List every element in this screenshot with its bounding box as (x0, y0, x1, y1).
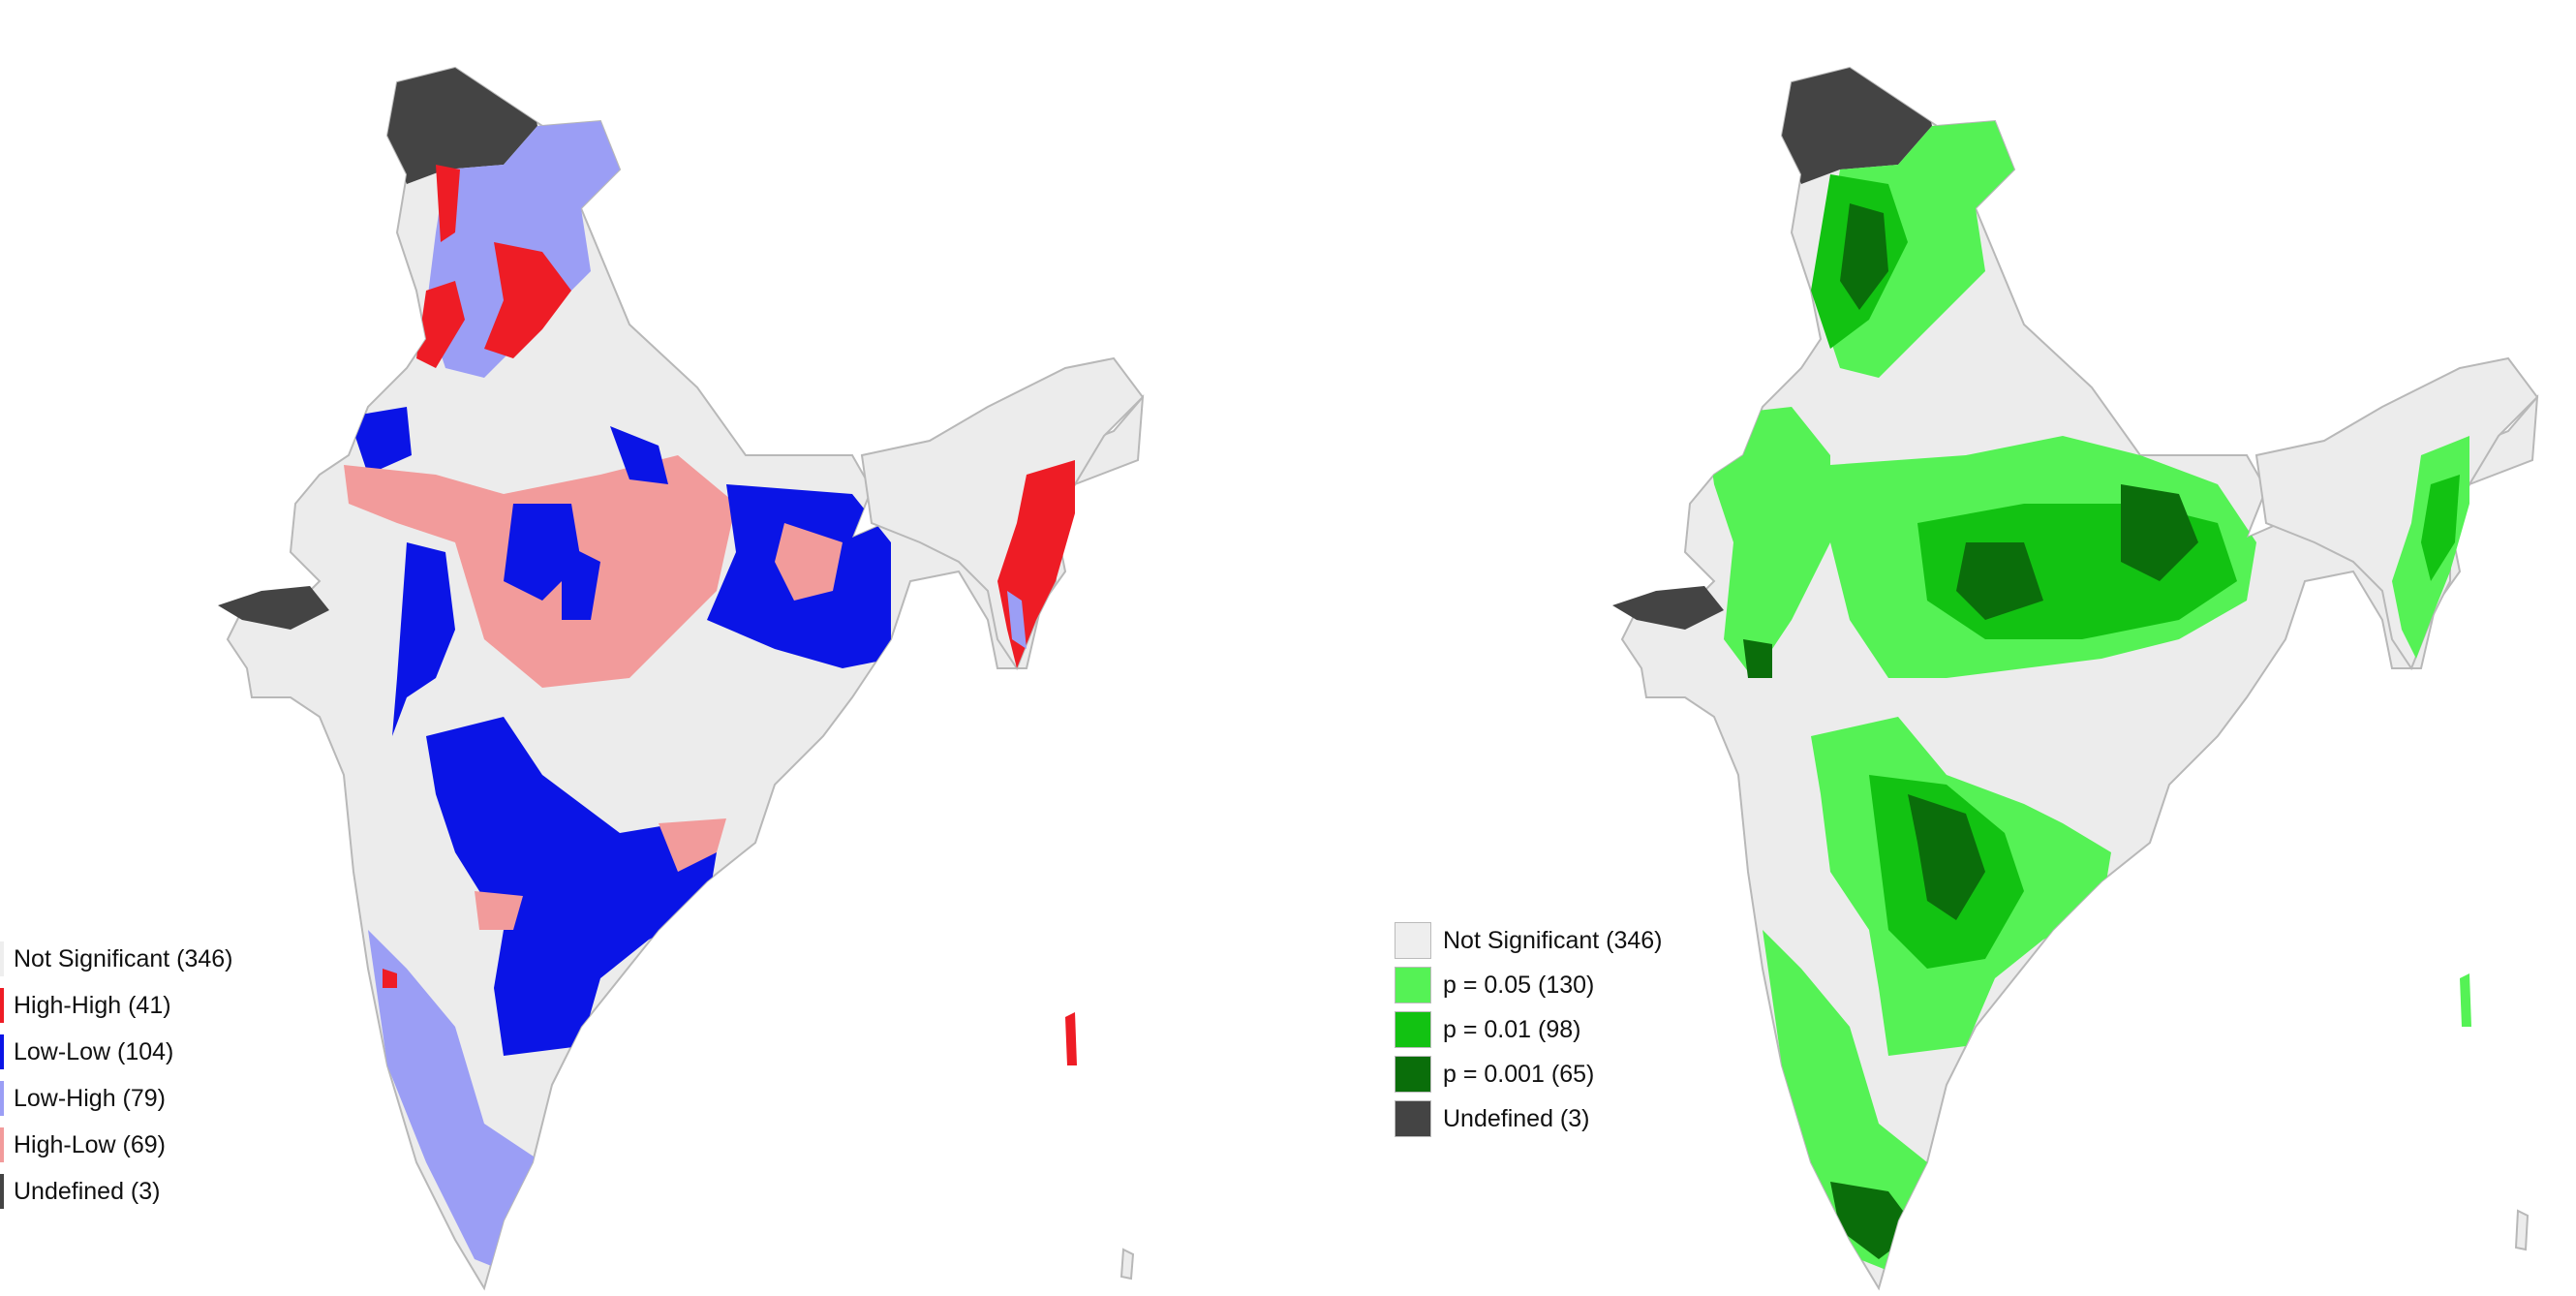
legend-swatch (1395, 967, 1431, 1003)
high-low-region-east (775, 523, 843, 601)
legend-label: High-Low (69) (14, 1130, 167, 1158)
nicobar-islands (2514, 1209, 2530, 1251)
lisa-significance-map (1612, 67, 2539, 1289)
high-high-region-north (436, 165, 460, 242)
legend-label: Undefined (3) (14, 1177, 161, 1205)
andaman-islands (1065, 1012, 1077, 1065)
undefined-region-west (1612, 586, 1724, 630)
legend-label: High-High (41) (14, 991, 171, 1019)
high-low-region-south (659, 818, 726, 872)
p005-region-southwest (1763, 930, 1956, 1279)
low-low-region-central-2 (562, 542, 600, 620)
high-high-region-north-3 (416, 281, 465, 368)
p0001-region-east (2121, 484, 2198, 581)
legend-item: Not Significant (346) (0, 936, 233, 982)
legend-item: High-High (41) (0, 982, 233, 1029)
p0001-region-central (1956, 542, 2043, 620)
low-low-region-south (426, 717, 717, 1056)
high-high-region-southwest (383, 969, 397, 988)
significance-legend: Not Significant (346) p = 0.05 (130) p =… (1395, 918, 1663, 1141)
nicobar-islands (1119, 1248, 1135, 1281)
legend-swatch (0, 1081, 4, 1116)
legend-swatch (0, 1127, 4, 1162)
undefined-region-west (218, 586, 329, 630)
p0001-region-west (1743, 639, 1772, 678)
low-high-region-northeast (1007, 591, 1027, 649)
legend-swatch (1395, 1056, 1431, 1093)
legend-item: Undefined (3) (1395, 1096, 1663, 1141)
legend-swatch (0, 1174, 4, 1209)
legend-item: Low-High (79) (0, 1075, 233, 1122)
legend-item: High-Low (69) (0, 1122, 233, 1168)
legend-label: Not Significant (346) (1443, 926, 1663, 954)
legend-item: Undefined (3) (0, 1168, 233, 1215)
high-high-region-north-2 (484, 242, 571, 358)
lisa-cluster-map (218, 67, 1145, 1289)
low-low-region-west (392, 542, 455, 736)
legend-label: Low-High (79) (14, 1084, 167, 1112)
low-low-region-north-central (610, 426, 668, 484)
legend-label: p = 0.001 (65) (1443, 1060, 1595, 1088)
high-low-region-south-2 (475, 891, 523, 930)
legend-item: p = 0.01 (98) (1395, 1007, 1663, 1052)
legend-swatch (1395, 922, 1431, 959)
andaman-islands (2460, 973, 2471, 1027)
legend-swatch (1395, 1011, 1431, 1048)
p0001-region-south (1908, 794, 1985, 920)
legend-label: Not Significant (346) (14, 944, 233, 972)
p005-region-west (1704, 407, 1830, 678)
p0001-region-north (1840, 203, 1888, 310)
p001-region-northeast (2421, 475, 2460, 581)
cluster-legend: Not Significant (346) High-High (41) Low… (0, 936, 233, 1215)
legend-swatch (1395, 1100, 1431, 1137)
legend-label: Undefined (3) (1443, 1104, 1590, 1132)
legend-label: p = 0.05 (130) (1443, 971, 1595, 999)
legend-label: Low-Low (104) (14, 1037, 174, 1065)
legend-item: Low-Low (104) (0, 1029, 233, 1075)
northeast-region (2254, 356, 2539, 671)
legend-item: Not Significant (346) (1395, 918, 1663, 963)
northeast-region (860, 356, 1145, 671)
legend-swatch (0, 941, 4, 976)
legend-label: p = 0.01 (98) (1443, 1015, 1581, 1043)
low-low-region-northwest (349, 407, 412, 475)
legend-swatch (0, 988, 4, 1023)
legend-item: p = 0.001 (65) (1395, 1052, 1663, 1096)
legend-item: p = 0.05 (130) (1395, 963, 1663, 1007)
legend-swatch (0, 1034, 4, 1069)
